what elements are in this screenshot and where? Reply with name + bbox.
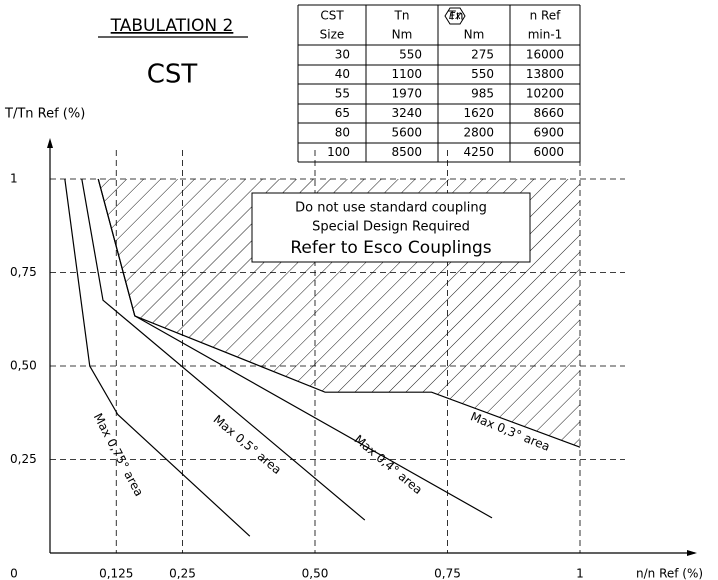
x-tick-label: 0,25 xyxy=(169,567,196,580)
table-header: Nm xyxy=(464,28,485,42)
x-tick-label: 0 xyxy=(10,567,18,580)
x-axis-label: n/n Ref (%) xyxy=(636,567,703,580)
y-tick-label: 0,25 xyxy=(10,452,37,466)
table-cell: 10200 xyxy=(526,87,564,101)
table-cell: 275 xyxy=(471,48,494,62)
series-line xyxy=(97,178,581,448)
table-cell: 80 xyxy=(335,126,350,140)
table-cell: 1970 xyxy=(391,87,422,101)
table-cell: 550 xyxy=(399,48,422,62)
x-tick-label: 0,125 xyxy=(99,567,133,580)
x-tick-label: 1 xyxy=(576,567,584,580)
x-axis-arrow xyxy=(687,550,697,556)
table-cell: 55 xyxy=(335,87,350,101)
table-cell: 3240 xyxy=(391,106,422,120)
table-cell: 40 xyxy=(335,67,350,81)
series-line xyxy=(81,178,366,521)
y-tick-label: 0,75 xyxy=(10,265,37,279)
table-header: n Ref xyxy=(530,9,562,23)
region-box xyxy=(251,192,531,263)
subtitle: CST xyxy=(147,60,198,90)
y-axis-arrow xyxy=(47,138,53,148)
table-cell: 1620 xyxy=(463,106,494,120)
ex-symbol: Ex xyxy=(449,11,461,22)
table-header: Tn xyxy=(394,9,410,23)
region-text: Refer to Esco Couplings xyxy=(290,238,491,258)
ex-hexagon xyxy=(444,7,466,25)
table-cell: 985 xyxy=(471,87,494,101)
table-header: Tn xyxy=(448,9,464,23)
title: TABULATION 2 xyxy=(110,16,234,36)
series-label: Max 0,75° area xyxy=(91,411,147,499)
table-cell: 8660 xyxy=(533,106,564,120)
y-tick-label: 0,50 xyxy=(10,359,37,373)
x-tick-label: 0,75 xyxy=(434,567,461,580)
table-cell: 6000 xyxy=(533,145,564,159)
table-cell: 13800 xyxy=(526,67,564,81)
table-cell: 1100 xyxy=(391,67,422,81)
region-text: Do not use standard coupling xyxy=(295,201,487,216)
x-tick-label: 0,50 xyxy=(302,567,329,580)
table-cell: 5600 xyxy=(391,126,422,140)
series-line xyxy=(64,178,251,537)
table-cell: 100 xyxy=(327,145,350,159)
table-cell: 2800 xyxy=(463,126,494,140)
y-axis-label: T/Tn Ref (%) xyxy=(4,107,85,122)
table-cell: 65 xyxy=(335,106,350,120)
table-cell: 4250 xyxy=(463,145,494,159)
table-header: Size xyxy=(320,28,345,42)
table-cell: 550 xyxy=(471,67,494,81)
table-cell: 6900 xyxy=(533,126,564,140)
table-header: Nm xyxy=(392,28,413,42)
table-header: CST xyxy=(320,9,344,23)
y-tick-label: 1 xyxy=(10,172,18,186)
table-header: min-1 xyxy=(528,28,563,42)
series-label: Max 0,4° area xyxy=(352,432,426,497)
table-cell: 8500 xyxy=(391,145,422,159)
region-text: Special Design Required xyxy=(312,220,470,235)
table-cell: 16000 xyxy=(526,48,564,62)
table-cell: 30 xyxy=(335,48,350,62)
